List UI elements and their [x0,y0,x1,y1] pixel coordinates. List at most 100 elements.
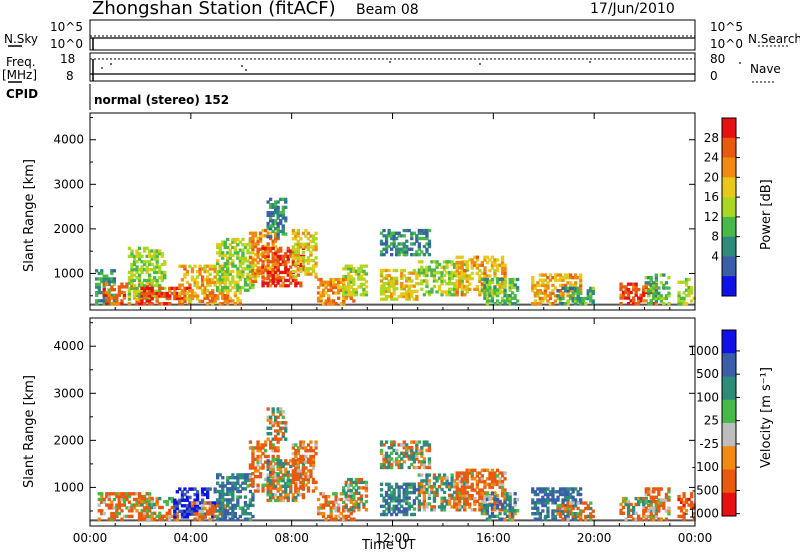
heatmap-cell [541,501,545,505]
heatmap-cell [286,268,290,272]
heatmap-cell [213,267,217,271]
heatmap-cell [261,276,265,280]
heatmap-cell [531,490,535,494]
heatmap-cell [586,504,590,508]
heatmap-cell [465,285,469,289]
heatmap-cell [117,288,121,292]
heatmap-cell [448,279,452,283]
heatmap-cell [200,504,205,508]
heatmap-cell [508,277,512,282]
heatmap-cell [185,270,190,274]
heatmap-cell [321,503,326,507]
heatmap-cell [417,268,421,272]
heatmap-cell [263,449,268,453]
heatmap-cell [311,237,316,241]
heatmap-cell [536,509,540,513]
heatmap-cell [382,281,386,286]
heatmap-cell [246,484,250,488]
heatmap-cell [306,469,311,473]
heatmap-cell [405,284,409,288]
heatmap-cell [236,269,240,274]
heatmap-cell [473,261,477,265]
heatmap-cell [503,496,507,501]
heatmap-cell [558,504,563,508]
heatmap-cell [122,500,127,504]
heatmap-cell [226,514,230,519]
heatmap-cell [185,506,190,511]
heatmap-cell [574,302,578,306]
colorbar-tick-label: 28 [704,131,719,145]
heatmap-cell [687,294,691,298]
heatmap-cell [659,296,663,301]
heatmap-cell [274,493,278,497]
heatmap-cell [256,443,260,447]
heatmap-cell [203,487,207,491]
heatmap-cell [258,266,263,270]
heatmap-cell [261,228,265,233]
heatmap-cell [387,231,391,235]
heatmap-cell [362,293,366,297]
heatmap-cell [206,487,210,491]
heatmap-cell [349,497,353,502]
heatmap-cell [311,234,316,238]
freq-panel-frame [89,52,696,82]
heatmap-cell [226,277,230,282]
heatmap-cell [390,281,394,286]
heatmap-cell [130,273,134,277]
heatmap-cell [490,255,495,259]
heatmap-cell [470,477,474,481]
heatmap-cell [647,490,651,494]
heatmap-cell [286,246,290,250]
freq-left-tick-low: 8 [66,69,74,83]
heatmap-cell [490,288,495,292]
heatmap-cell [541,509,545,513]
heatmap-cell [400,234,404,238]
heatmap-cell [261,446,265,450]
heatmap-cell [183,509,187,513]
heatmap-cell [384,501,389,506]
heatmap-cell [296,489,300,493]
heatmap-cell [142,260,147,264]
heatmap-cell [266,464,270,469]
heatmap-cell [291,460,295,464]
heatmap-cell [397,501,401,506]
heatmap-cell [130,509,134,513]
heatmap-cell [445,482,449,486]
heatmap-cell [206,495,210,500]
heatmap-cell [261,234,265,238]
heatmap-cell [294,242,298,246]
heatmap-cell [405,247,409,251]
heatmap-cell [662,302,666,306]
heatmap-cell [153,511,157,515]
heatmap-cell [649,514,653,519]
heatmap-cell [251,451,255,456]
heatmap-cell [145,291,149,296]
heatmap-cell [458,488,462,492]
heatmap-cell [531,498,535,502]
heatmap-cell [203,267,207,271]
heatmap-cell [440,496,444,500]
heatmap-cell [291,245,295,249]
heatmap-cell [142,262,147,267]
heatmap-cell [407,297,411,301]
heatmap-cell [349,264,353,268]
heatmap-cell [626,505,631,510]
heatmap-cell [488,299,492,303]
heatmap-cell [193,492,197,497]
colorbar-frame [721,329,737,517]
heatmap-cell [410,231,414,235]
heatmap-cell [455,502,459,506]
heatmap-cell [221,240,225,244]
heatmap-cell [173,515,177,519]
heatmap-cell [258,466,263,470]
heatmap-cell [390,499,394,503]
heatmap-cell [652,302,656,306]
heatmap-cell [107,494,111,499]
heatmap-cell [463,499,467,503]
heatmap-cell [453,273,457,278]
heatmap-cell [188,288,192,293]
heatmap-cell [306,474,311,479]
heatmap-cell [178,296,182,301]
heatmap-cell [158,268,162,272]
heatmap-cell [402,493,406,497]
